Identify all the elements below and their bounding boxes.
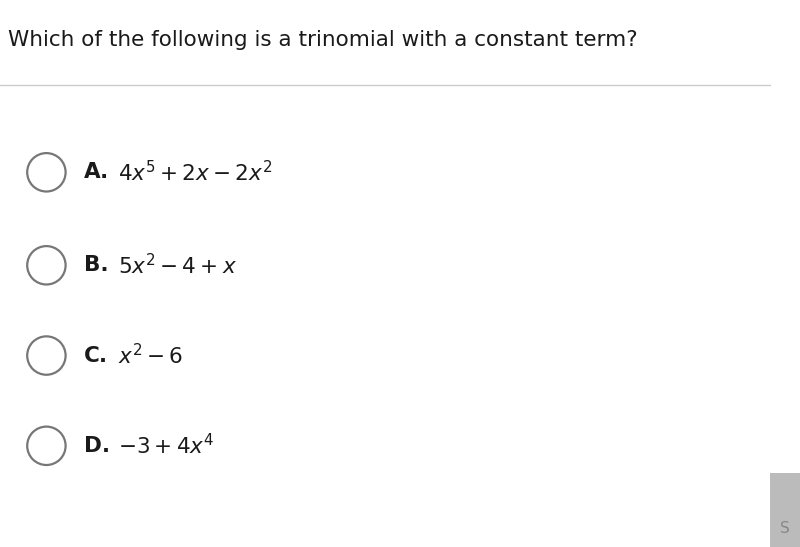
Text: $4x^{5} + 2x - 2x^{2}$: $4x^{5} + 2x - 2x^{2}$: [118, 160, 273, 185]
Text: C.: C.: [84, 346, 108, 365]
Text: $x^{2} - 6$: $x^{2} - 6$: [118, 343, 184, 368]
Text: $-3 + 4x^{4}$: $-3 + 4x^{4}$: [118, 433, 214, 458]
Text: S: S: [780, 521, 790, 536]
Text: Which of the following is a trinomial with a constant term?: Which of the following is a trinomial wi…: [8, 30, 638, 50]
Text: B.: B.: [84, 255, 109, 275]
FancyBboxPatch shape: [770, 473, 800, 547]
Text: $5x^{2} - 4 + x$: $5x^{2} - 4 + x$: [118, 253, 238, 278]
Text: D.: D.: [84, 436, 110, 456]
Text: A.: A.: [84, 162, 110, 182]
